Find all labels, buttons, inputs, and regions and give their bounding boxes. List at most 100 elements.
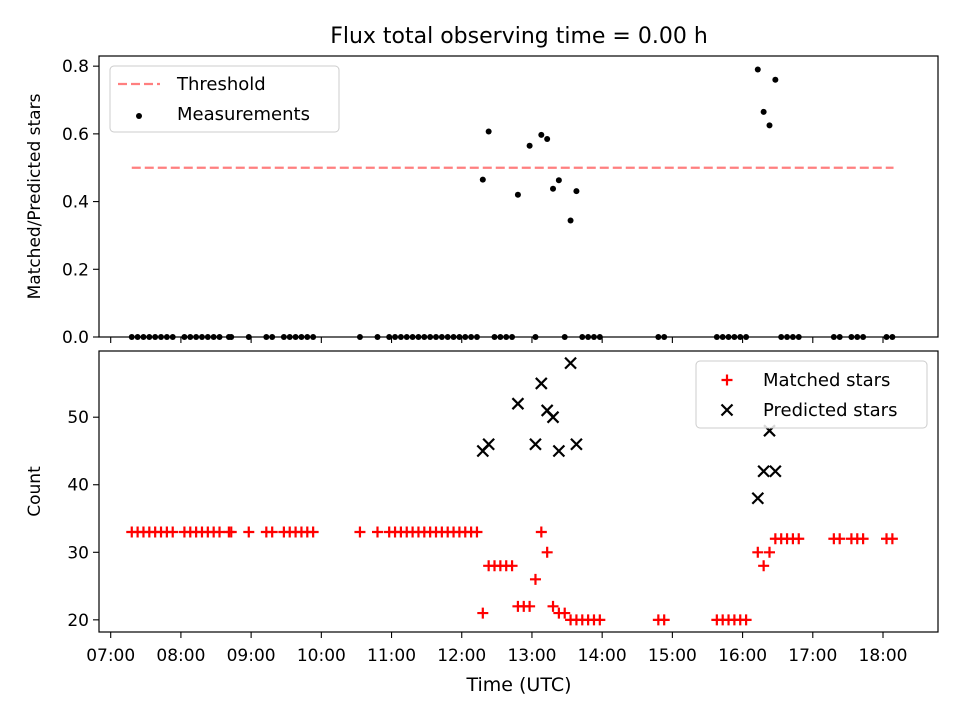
x-tick-label: 15:00 xyxy=(648,646,697,666)
measurement-point xyxy=(397,334,404,340)
legend-measurements-swatch xyxy=(136,113,142,119)
measurement-point xyxy=(462,334,469,340)
measurement-point xyxy=(573,188,580,195)
measurement-point xyxy=(356,334,363,340)
x-tick-label: 17:00 xyxy=(788,646,837,666)
measurement-point xyxy=(187,334,194,340)
x-tick-label: 14:00 xyxy=(578,646,627,666)
measurement-point xyxy=(579,334,586,340)
measurement-point xyxy=(661,334,668,340)
matched-star-point xyxy=(857,533,869,545)
y-tick-label: 0.4 xyxy=(62,193,89,213)
chart-title: Flux total observing time = 0.00 h xyxy=(330,24,708,49)
matched-star-point xyxy=(214,526,226,538)
matched-star-point xyxy=(752,546,764,558)
measurement-point xyxy=(830,334,837,340)
x-tick-label: 13:00 xyxy=(507,646,556,666)
matched-star-point xyxy=(658,614,670,626)
matched-star-point xyxy=(535,526,547,538)
measurement-point xyxy=(889,334,896,340)
measurement-point xyxy=(134,334,141,340)
measurement-point xyxy=(526,142,533,149)
x-tick-label: 12:00 xyxy=(437,646,486,666)
x-tick-label: 10:00 xyxy=(297,646,346,666)
measurement-point xyxy=(737,334,744,340)
measurement-point xyxy=(146,334,153,340)
matched-star-point xyxy=(225,526,237,538)
measurement-point xyxy=(883,334,890,340)
legend-predicted-label: Predicted stars xyxy=(763,400,897,421)
measurement-point xyxy=(555,177,562,184)
matched-star-point xyxy=(167,526,179,538)
measurement-point xyxy=(204,334,211,340)
measurement-point xyxy=(731,334,738,340)
measurement-point xyxy=(655,334,662,340)
matched-star-point xyxy=(471,526,483,538)
matched-star-point xyxy=(740,614,752,626)
y-axis-label: Count xyxy=(25,466,45,517)
measurement-point xyxy=(491,334,498,340)
measurement-point xyxy=(263,334,270,340)
y-tick-label: 20 xyxy=(67,611,89,631)
measurement-point xyxy=(468,334,475,340)
measurement-point xyxy=(497,334,504,340)
measurement-point xyxy=(789,334,796,340)
measurement-point xyxy=(473,334,480,340)
measurement-point xyxy=(778,334,785,340)
measurement-point xyxy=(532,334,539,340)
x-axis-label: Time (UTC) xyxy=(465,674,571,696)
x-tick-label: 08:00 xyxy=(156,646,205,666)
matched-star-point xyxy=(594,614,606,626)
measurement-point xyxy=(198,334,205,340)
measurement-point xyxy=(427,334,434,340)
matched-star-point xyxy=(541,546,553,558)
legend-bottom: Matched stars Predicted stars xyxy=(695,360,928,429)
measurement-point xyxy=(784,334,791,340)
matched-star-point xyxy=(758,560,770,572)
measurement-point xyxy=(169,334,176,340)
measurement-point xyxy=(433,334,440,340)
measurement-point xyxy=(772,76,779,83)
measurement-point xyxy=(140,334,147,340)
measurement-point xyxy=(795,334,802,340)
axes-frame xyxy=(98,55,939,338)
measurement-point xyxy=(561,334,568,340)
measurement-point xyxy=(403,334,410,340)
measurement-point xyxy=(210,334,217,340)
matched-star-point xyxy=(834,533,846,545)
y-tick-label: 30 xyxy=(67,543,89,563)
predicted-star-point xyxy=(482,437,495,451)
measurement-point xyxy=(754,66,761,73)
measurement-point xyxy=(450,334,457,340)
predicted-star-point xyxy=(751,491,765,505)
y-tick-label: 50 xyxy=(67,408,89,428)
matched-star-point xyxy=(524,600,536,612)
matched-star-point xyxy=(529,573,541,585)
matched-star-point xyxy=(354,526,366,538)
y-tick-label: 0.6 xyxy=(62,125,89,145)
measurement-point xyxy=(409,334,416,340)
matched-star-point xyxy=(243,526,255,538)
matched-star-point xyxy=(371,526,383,538)
matched-star-point xyxy=(547,600,559,612)
measurement-point xyxy=(374,334,381,340)
measurement-point xyxy=(836,334,843,340)
measurement-point xyxy=(181,334,188,340)
matched-star-point xyxy=(506,560,518,572)
measurement-point xyxy=(128,334,135,340)
axes-frame xyxy=(98,350,939,633)
measurement-point xyxy=(444,334,451,340)
matched-star-point xyxy=(793,533,805,545)
y-tick-label: 40 xyxy=(67,476,89,496)
measurement-point xyxy=(567,217,574,224)
measurement-point xyxy=(760,108,767,115)
measurement-point xyxy=(152,334,159,340)
measurement-point xyxy=(860,334,867,340)
matched-star-point xyxy=(266,526,278,538)
measurement-point xyxy=(438,334,445,340)
legend-threshold-label: Threshold xyxy=(176,74,266,95)
measurement-point xyxy=(743,334,750,340)
measurement-point xyxy=(269,334,276,340)
measurement-point xyxy=(854,334,861,340)
measurement-point xyxy=(280,334,287,340)
